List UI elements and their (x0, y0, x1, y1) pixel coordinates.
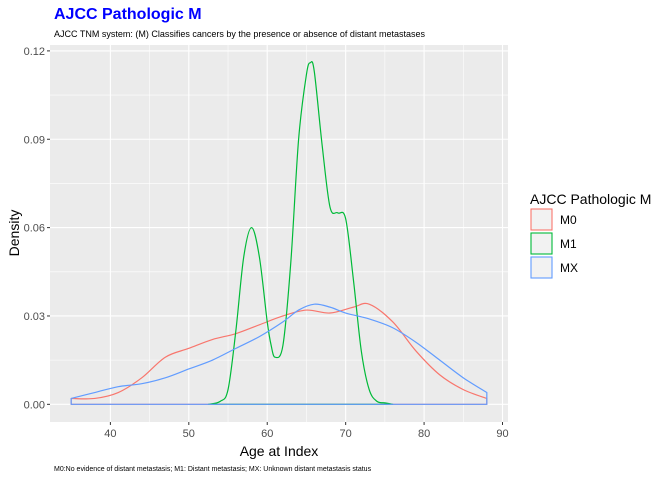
density-curve-mx (70, 303, 488, 405)
legend-label-m0: M0 (560, 213, 577, 227)
y-tick-label: 0.12 (24, 46, 45, 58)
x-tick-label: 50 (183, 428, 195, 440)
density-curves (70, 61, 488, 405)
x-axis-title: Age at Index (240, 443, 319, 459)
x-tick-label: 70 (340, 428, 352, 440)
x-tick-label: 90 (496, 428, 508, 440)
legend-key-mx (530, 256, 553, 279)
legend: AJCC Pathologic M M0 M1 MX (530, 191, 651, 279)
y-axis: 0.00 0.03 0.06 0.09 0.12 (24, 46, 50, 411)
y-axis-title: Density (6, 210, 22, 257)
chart-title: AJCC Pathologic M (54, 6, 202, 23)
minor-gridlines (50, 45, 508, 422)
density-curve-m1 (207, 61, 394, 405)
y-tick-label: 0.03 (24, 311, 45, 323)
legend-label-mx: MX (560, 261, 578, 275)
density-curve-m0 (70, 302, 488, 405)
chart-subtitle: AJCC TNM system: (M) Classifies cancers … (54, 29, 425, 39)
legend-key-m0 (530, 208, 553, 231)
plot-panel (50, 45, 508, 422)
legend-key-m1 (530, 232, 553, 255)
chart-caption: M0:No evidence of distant metastasis; M1… (54, 466, 372, 473)
legend-items: M0 M1 MX (530, 208, 578, 279)
x-axis: 40 50 60 70 80 90 (104, 422, 509, 440)
legend-title: AJCC Pathologic M (530, 191, 651, 207)
y-tick-label: 0.09 (24, 134, 45, 146)
x-tick-label: 60 (261, 428, 273, 440)
x-tick-label: 40 (104, 428, 116, 440)
legend-label-m1: M1 (560, 237, 577, 251)
x-tick-label: 80 (418, 428, 430, 440)
y-tick-label: 0.06 (24, 223, 45, 235)
y-tick-label: 0.00 (24, 399, 45, 411)
